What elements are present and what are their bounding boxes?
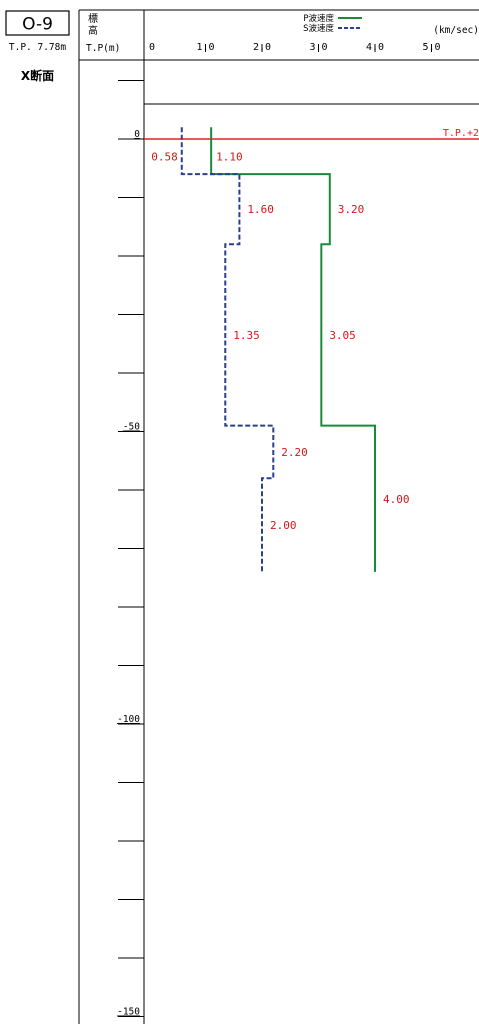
x-tick-group: 0 1.0 2.0 3.0 4.0 5.0: [149, 42, 441, 53]
x-tick-label: 0: [149, 42, 155, 53]
series-group: [180, 127, 376, 572]
velocity-value-label: 0.58: [151, 151, 178, 164]
unit-label: (km/sec): [433, 25, 479, 36]
elevation-unit: T.P(m): [86, 43, 120, 54]
ground-elevation: T.P. 7.78m: [9, 42, 66, 53]
y-tick-label: 0: [134, 129, 140, 140]
x-tick-label: 5.0: [422, 42, 440, 53]
y-tick-label: -50: [123, 422, 140, 433]
y-tick-label: -150: [117, 1007, 140, 1018]
velocity-value-label: 1.35: [233, 329, 260, 342]
x-tick-label: 1.0: [196, 42, 214, 53]
velocity-value-label: 2.00: [270, 519, 297, 532]
legend-label-s: S波速度: [303, 23, 334, 34]
y-tick-group: 0 -50 -100 -150: [117, 80, 144, 1018]
p-wave-profile: [210, 127, 376, 572]
reference-line-group: T.P.+2: [144, 128, 479, 140]
velocity-value-label: 1.10: [216, 151, 243, 164]
x-tick-label: 3.0: [309, 42, 327, 53]
velocity-value-label: 1.60: [247, 203, 274, 216]
velocity-value-label: 2.20: [281, 446, 308, 459]
x-tick-label: 2.0: [253, 42, 271, 53]
x-tick-label: 4.0: [366, 42, 384, 53]
section-label: X断面: [21, 68, 54, 83]
reference-line-label: T.P.+2: [443, 128, 479, 139]
legend-label-p: P波速度: [303, 13, 334, 24]
value-label-group: 1.10 3.20 3.05 4.00 0.58 1.60 1.35 2.20 2.00: [151, 151, 409, 533]
borehole-id-box: [5, 10, 70, 36]
y-tick-label: -100: [117, 714, 140, 725]
elevation-label-char1: 標: [88, 12, 98, 25]
velocity-value-label: 4.00: [383, 493, 410, 506]
borehole-id: O-9: [22, 15, 53, 35]
elevation-label-char2: 高: [88, 24, 98, 37]
s-wave-profile: [180, 127, 275, 572]
velocity-value-label: 3.20: [338, 203, 365, 216]
velocity-value-label: 3.05: [329, 329, 356, 342]
